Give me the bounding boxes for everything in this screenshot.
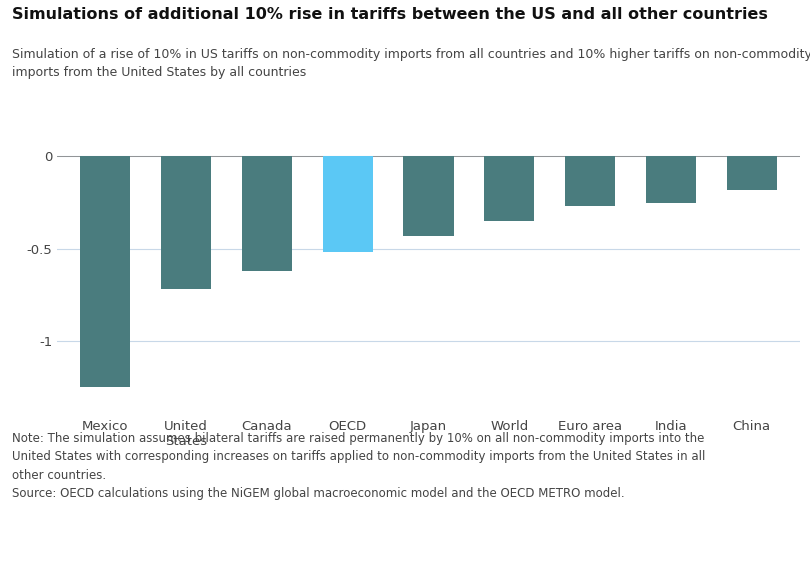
Text: ▼: ▼ xyxy=(792,105,800,115)
Bar xyxy=(322,157,373,252)
Bar xyxy=(80,157,130,387)
Bar xyxy=(565,157,615,206)
Text: Simulations of additional 10% rise in tariffs between the US and all other count: Simulations of additional 10% rise in ta… xyxy=(12,7,768,22)
Bar xyxy=(403,157,454,236)
Bar xyxy=(484,157,535,221)
Bar xyxy=(161,157,211,289)
Text: Simulation of a rise of 10% in US tariffs on non-commodity imports from all coun: Simulation of a rise of 10% in US tariff… xyxy=(12,48,810,79)
Bar xyxy=(646,157,696,203)
Bar xyxy=(727,157,777,190)
Text: GDP effects - GDP level by year 3, % difference from baseline: GDP effects - GDP level by year 3, % dif… xyxy=(10,103,438,117)
Bar xyxy=(242,157,292,271)
Text: Note: The simulation assumes bilateral tariffs are raised permanently by 10% on : Note: The simulation assumes bilateral t… xyxy=(12,432,706,501)
